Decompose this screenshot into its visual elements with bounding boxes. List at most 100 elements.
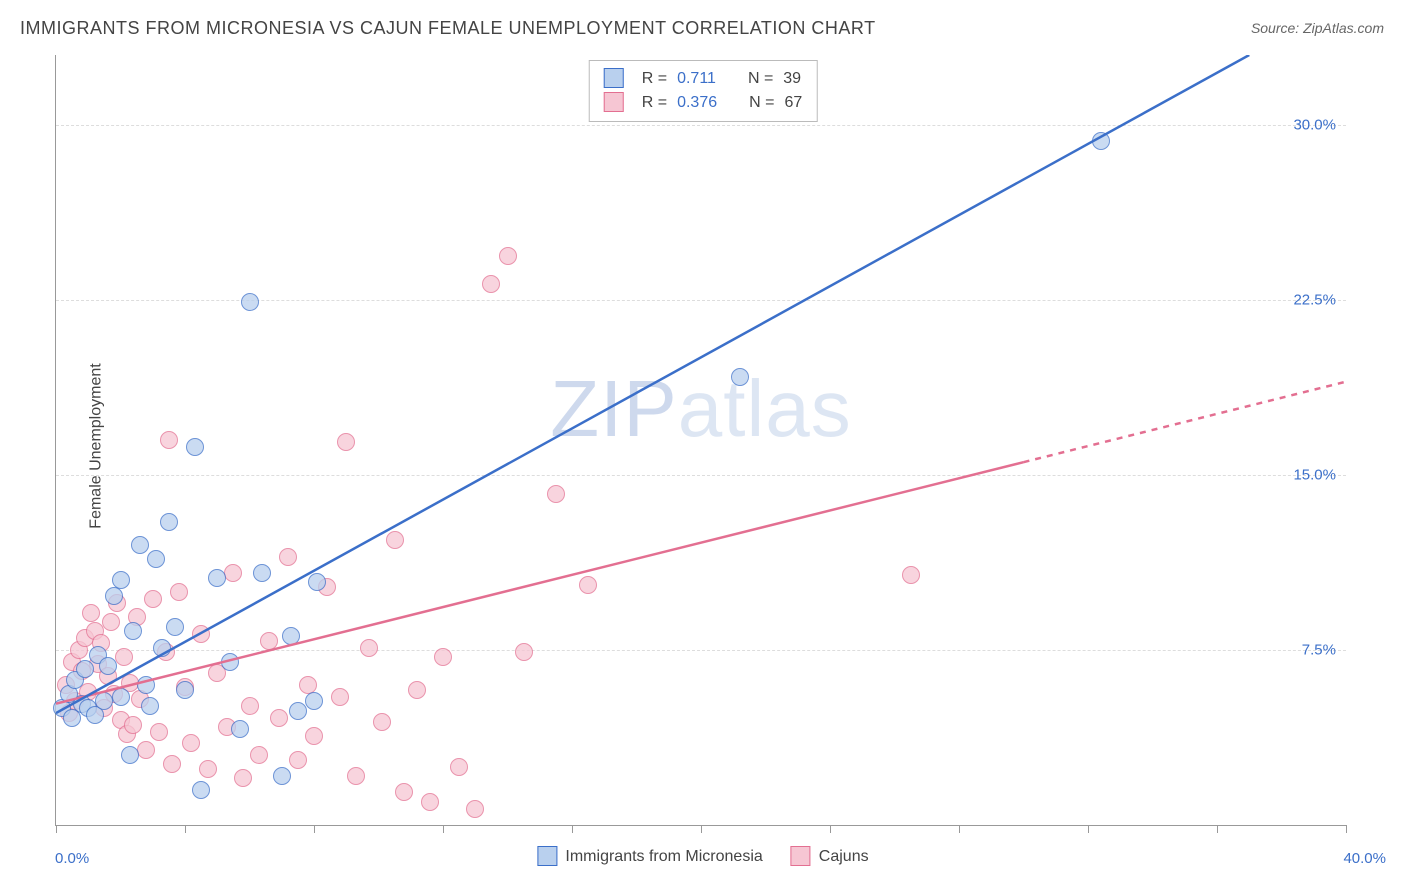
scatter-point (192, 625, 210, 643)
scatter-point (124, 716, 142, 734)
scatter-point (241, 293, 259, 311)
scatter-point (121, 746, 139, 764)
scatter-point (199, 760, 217, 778)
watermark-bold: ZIP (550, 364, 677, 453)
scatter-point (99, 657, 117, 675)
source-attribution: Source: ZipAtlas.com (1251, 20, 1384, 36)
series-legend: Immigrants from Micronesia Cajuns (537, 847, 868, 867)
scatter-point (250, 746, 268, 764)
r-value-b: 0.376 (677, 94, 717, 112)
x-tick (443, 825, 444, 833)
x-axis-end-label: 40.0% (1343, 850, 1386, 867)
scatter-point (299, 676, 317, 694)
x-tick (701, 825, 702, 833)
n-value-b: 67 (784, 94, 802, 112)
scatter-point (192, 781, 210, 799)
scatter-point (115, 648, 133, 666)
chart-container: IMMIGRANTS FROM MICRONESIA VS CAJUN FEMA… (0, 0, 1406, 892)
scatter-point (208, 569, 226, 587)
scatter-point (308, 573, 326, 591)
r-value-a: 0.711 (677, 70, 716, 88)
scatter-point (102, 613, 120, 631)
scatter-point (221, 653, 239, 671)
scatter-point (163, 755, 181, 773)
legend-row-a: R = 0.711 N = 39 (604, 67, 803, 91)
x-tick (314, 825, 315, 833)
scatter-point (386, 531, 404, 549)
scatter-point (395, 783, 413, 801)
scatter-point (112, 571, 130, 589)
chart-title: IMMIGRANTS FROM MICRONESIA VS CAJUN FEMA… (20, 18, 876, 39)
legend-row-b: R = 0.376 N = 67 (604, 91, 803, 115)
scatter-point (305, 727, 323, 745)
x-tick (185, 825, 186, 833)
trend-line (56, 462, 1024, 704)
n-label: N = (749, 94, 774, 112)
scatter-point (234, 769, 252, 787)
scatter-point (515, 643, 533, 661)
legend-item-a: Immigrants from Micronesia (537, 847, 762, 867)
scatter-point (131, 536, 149, 554)
scatter-point (105, 587, 123, 605)
scatter-point (141, 697, 159, 715)
scatter-point (137, 676, 155, 694)
scatter-point (289, 702, 307, 720)
x-tick (830, 825, 831, 833)
y-tick-label: 7.5% (1302, 642, 1336, 659)
scatter-point (82, 604, 100, 622)
gridline (56, 650, 1346, 651)
x-tick (572, 825, 573, 833)
series-a-name: Immigrants from Micronesia (565, 848, 762, 866)
watermark-light: atlas (678, 364, 852, 453)
scatter-point (731, 368, 749, 386)
scatter-point (434, 648, 452, 666)
scatter-point (150, 723, 168, 741)
x-tick (1346, 825, 1347, 833)
scatter-point (279, 548, 297, 566)
r-label: R = (642, 94, 667, 112)
swatch-a-icon (604, 68, 624, 88)
scatter-point (231, 720, 249, 738)
scatter-point (289, 751, 307, 769)
scatter-point (421, 793, 439, 811)
y-tick-label: 22.5% (1293, 292, 1336, 309)
swatch-b-icon (604, 92, 624, 112)
trend-line (1024, 382, 1347, 463)
scatter-point (166, 618, 184, 636)
scatter-point (160, 513, 178, 531)
scatter-point (337, 433, 355, 451)
scatter-point (482, 275, 500, 293)
scatter-point (137, 741, 155, 759)
swatch-b-icon (791, 846, 811, 866)
scatter-point (902, 566, 920, 584)
scatter-point (270, 709, 288, 727)
scatter-point (273, 767, 291, 785)
scatter-point (170, 583, 188, 601)
watermark: ZIPatlas (550, 363, 851, 455)
scatter-point (241, 697, 259, 715)
scatter-point (282, 627, 300, 645)
scatter-point (305, 692, 323, 710)
scatter-point (360, 639, 378, 657)
scatter-point (112, 688, 130, 706)
scatter-point (579, 576, 597, 594)
scatter-point (466, 800, 484, 818)
y-tick-label: 15.0% (1293, 467, 1336, 484)
n-label: N = (748, 70, 773, 88)
gridline (56, 125, 1346, 126)
x-tick (1217, 825, 1218, 833)
swatch-a-icon (537, 846, 557, 866)
scatter-point (186, 438, 204, 456)
legend-item-b: Cajuns (791, 847, 869, 867)
scatter-point (260, 632, 278, 650)
n-value-a: 39 (783, 70, 801, 88)
scatter-point (347, 767, 365, 785)
scatter-point (160, 431, 178, 449)
plot-area: ZIPatlas 7.5%15.0%22.5%30.0% (55, 55, 1346, 826)
scatter-point (176, 681, 194, 699)
x-axis-start-label: 0.0% (55, 850, 89, 867)
scatter-point (499, 247, 517, 265)
scatter-point (76, 660, 94, 678)
x-tick (959, 825, 960, 833)
gridline (56, 475, 1346, 476)
